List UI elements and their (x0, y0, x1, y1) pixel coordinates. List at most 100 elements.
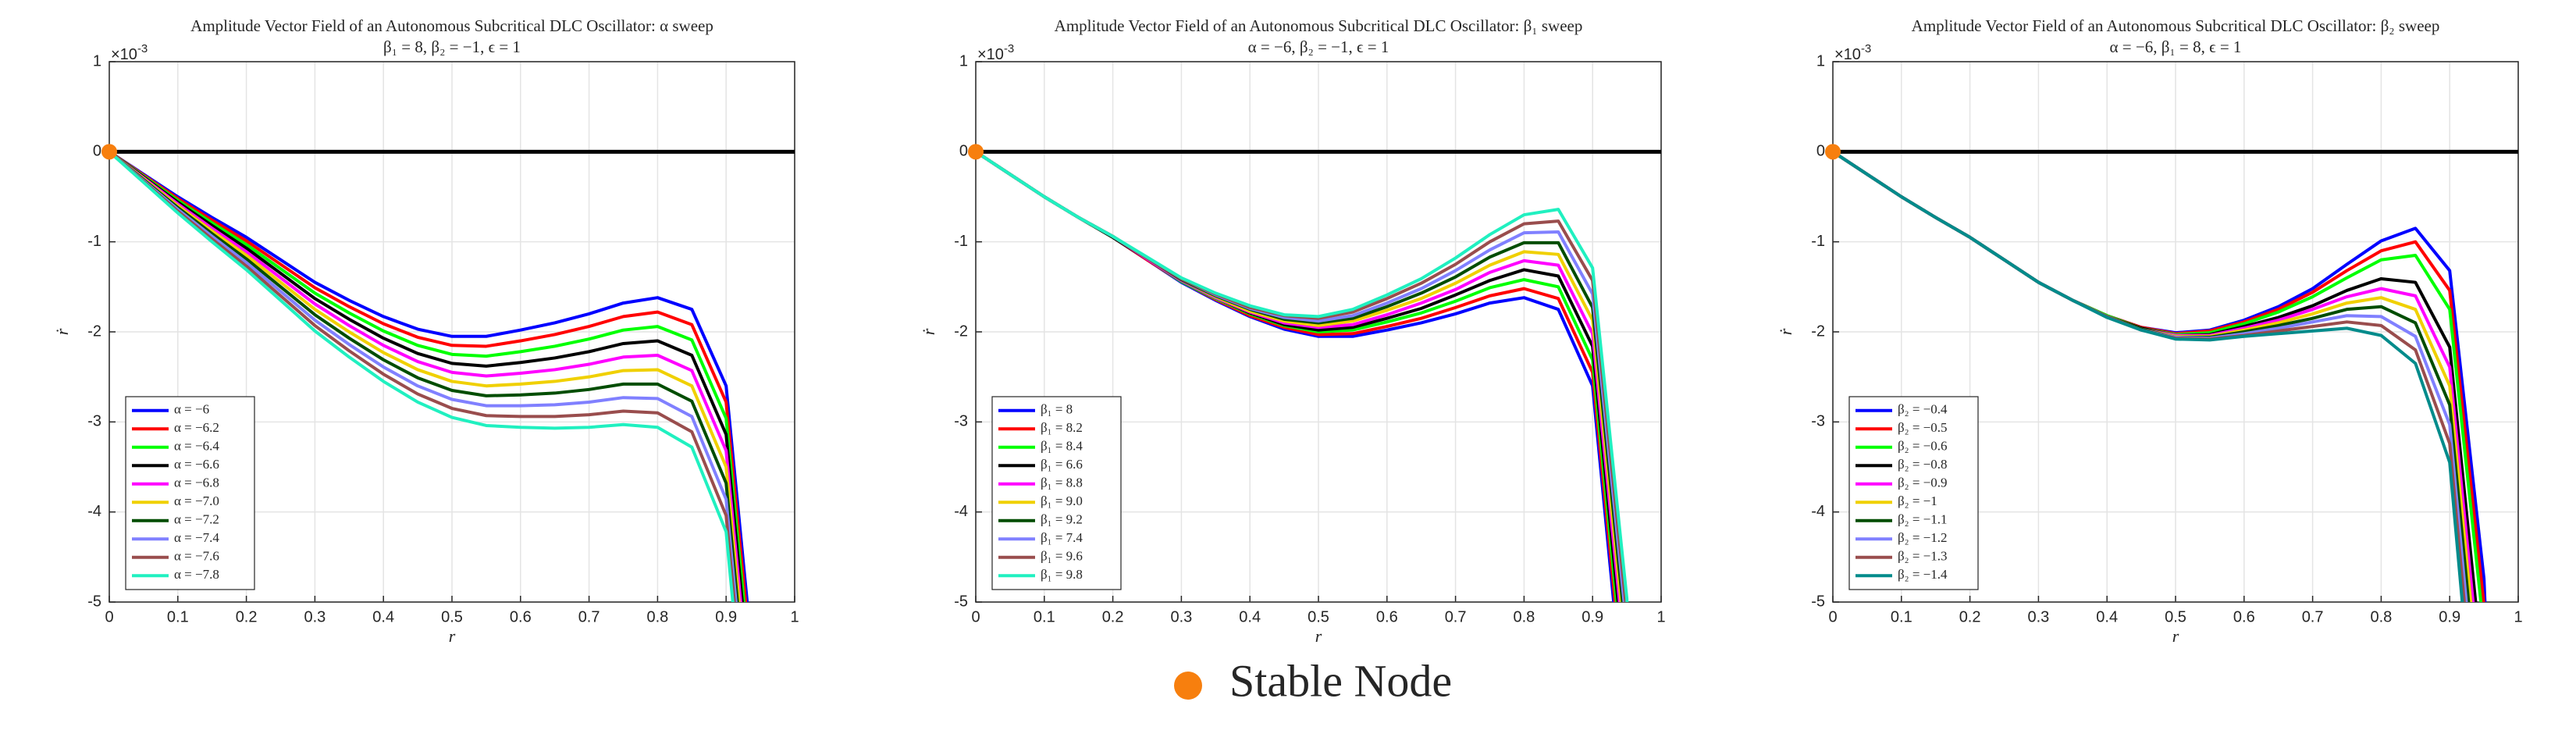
legend-label: β₂ = −1.3 (1898, 549, 1948, 564)
y-axis-label: ṙ (919, 328, 938, 335)
y-tick-label: -2 (954, 322, 968, 340)
x-tick-label: 0.3 (2027, 608, 2049, 625)
y-tick-label: -1 (954, 233, 968, 250)
x-tick-label: 1 (2514, 608, 2522, 625)
y-tick-label: -4 (1811, 503, 1825, 520)
x-tick-label: 0.6 (510, 608, 532, 625)
x-tick-label: 0.8 (646, 608, 668, 625)
x-tick-label: 0.4 (372, 608, 394, 625)
legend-label: β₂ = −0.4 (1898, 402, 1948, 417)
y-tick-label: -4 (87, 503, 101, 520)
y-multiplier-base: ×10 (1834, 46, 1861, 63)
y-tick-label: 1 (1816, 52, 1825, 69)
stable-node (1825, 144, 1841, 160)
x-tick-label: 0.1 (167, 608, 189, 625)
legend-label: β₁ = 9.0 (1041, 493, 1083, 508)
chart-title: Amplitude Vector Field of an Autonomous … (1055, 16, 1583, 35)
legend-label: α = −7.2 (174, 512, 219, 527)
legend-label: α = −6 (174, 402, 209, 417)
x-tick-label: 0.8 (2370, 608, 2392, 625)
y-tick-label: 1 (93, 52, 101, 69)
x-tick-label: 0.6 (2233, 608, 2255, 625)
x-tick-label: 0.3 (304, 608, 326, 625)
x-tick-label: 0.2 (236, 608, 258, 625)
x-tick-label: 0.6 (1376, 608, 1398, 625)
x-tick-label: 0.7 (2302, 608, 2324, 625)
axes-box (1832, 61, 2519, 603)
legend-label: β₁ = 8.2 (1041, 420, 1083, 435)
y-tick-label: -5 (954, 593, 968, 610)
series-line (109, 150, 749, 602)
stable-node (968, 144, 984, 160)
y-tick-label: 0 (1816, 143, 1825, 160)
x-tick-label: 0 (1828, 608, 1837, 625)
x-tick-label: 0 (105, 608, 113, 625)
chart-title: Amplitude Vector Field of an Autonomous … (190, 16, 713, 35)
legend-label: β₁ = 8 (1041, 402, 1073, 417)
x-tick-label: 0.8 (1513, 608, 1535, 625)
legend-label: α = −6.8 (174, 476, 219, 490)
legend-label: α = −7.0 (174, 493, 219, 508)
chart-subtitle: α = −6, β₁ = 8, ϵ = 1 (2110, 37, 2242, 56)
y-axis-label: ṙ (52, 328, 72, 335)
y-multiplier-exponent: -3 (137, 42, 148, 55)
series-line (976, 150, 1629, 602)
legend-label: β₂ = −0.5 (1898, 420, 1948, 435)
series-line (109, 150, 738, 602)
x-tick-label: 0.4 (1239, 608, 1261, 625)
y-tick-label: -3 (954, 413, 968, 430)
plot-lines (976, 149, 1661, 602)
y-multiplier: ×10-3 (111, 42, 148, 63)
chart-subtitle: α = −6, β₂ = −1, ϵ = 1 (1248, 37, 1389, 56)
x-tick-label: 0.9 (715, 608, 737, 625)
x-tick-label: 0.9 (2439, 608, 2460, 625)
stable-node (101, 144, 117, 160)
x-tick-label: 0.5 (2165, 608, 2186, 625)
stable-node-legend-marker (1174, 672, 1202, 700)
y-multiplier-exponent: -3 (1861, 42, 1871, 55)
legend-label: β₁ = 9.6 (1041, 549, 1083, 564)
y-tick-label: -1 (87, 233, 101, 250)
y-tick-label: 0 (93, 143, 101, 160)
legend-label: β₂ = −1.4 (1898, 567, 1948, 582)
x-tick-label: 0 (971, 608, 980, 625)
x-axis-label: r (1315, 626, 1322, 646)
y-tick-label: 1 (959, 52, 968, 69)
y-multiplier-exponent: -3 (1004, 42, 1014, 55)
series-line (109, 150, 742, 602)
x-tick-label: 0.9 (1582, 608, 1603, 625)
legend-label: β₂ = −0.8 (1898, 457, 1948, 472)
y-multiplier-base: ×10 (977, 46, 1004, 63)
legend-label: α = −7.6 (174, 549, 219, 564)
x-tick-label: 0.7 (578, 608, 600, 625)
series-line (109, 150, 736, 602)
legend-label: β₂ = −1.2 (1898, 530, 1948, 545)
chart-subtitle: β₁ = 8, β₂ = −1, ϵ = 1 (383, 37, 521, 56)
legend-label: α = −6.2 (174, 420, 219, 435)
x-tick-label: 0.5 (1308, 608, 1329, 625)
legend-label: α = −7.8 (174, 567, 219, 582)
x-tick-label: 0.7 (1445, 608, 1467, 625)
x-tick-label: 0.3 (1170, 608, 1192, 625)
legend-label: β₁ = 9.2 (1041, 512, 1083, 527)
axes-box (109, 61, 795, 603)
plot-lines (1833, 149, 2518, 602)
y-tick-label: -3 (87, 413, 101, 430)
legend-label: α = −6.4 (174, 439, 219, 454)
y-multiplier: ×10-3 (977, 42, 1014, 63)
y-tick-label: -3 (1811, 413, 1825, 430)
y-tick-label: -4 (954, 503, 968, 520)
series-line (1833, 150, 2464, 602)
series-line (109, 150, 741, 602)
y-tick-label: -5 (1811, 593, 1825, 610)
chart-title: Amplitude Vector Field of an Autonomous … (1912, 16, 2440, 35)
panel: Amplitude Vector Field of an Autonomous … (1776, 16, 2523, 646)
legend-label: α = −6.6 (174, 457, 219, 472)
panel: Amplitude Vector Field of an Autonomous … (919, 16, 1666, 646)
y-tick-label: -5 (87, 593, 101, 610)
legend-label: β₂ = −1.1 (1898, 512, 1948, 527)
legend-label: β₂ = −0.9 (1898, 476, 1948, 490)
y-multiplier: ×10-3 (1834, 42, 1871, 63)
legend-label: β₁ = 6.6 (1041, 457, 1083, 472)
